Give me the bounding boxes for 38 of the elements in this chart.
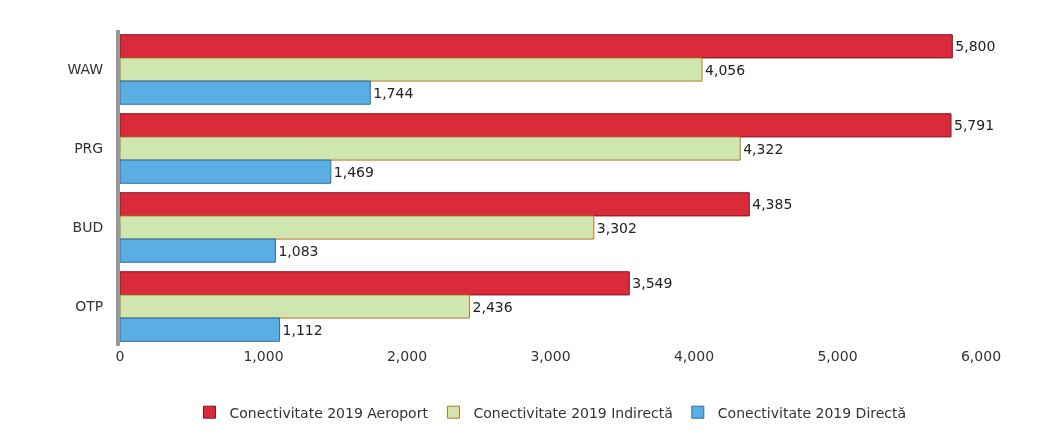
x-tick-label: 5,000: [817, 348, 858, 364]
y-tick-label: PRG: [74, 140, 104, 157]
data-label: 4,322: [743, 140, 784, 157]
bar: [120, 192, 750, 217]
data-label: 2,436: [472, 298, 513, 315]
x-tick-label: 2,000: [386, 348, 428, 364]
data-label: 1,469: [333, 163, 374, 180]
bar: [120, 34, 953, 59]
x-tick-label: 6,000: [960, 348, 1002, 364]
bar: [120, 238, 276, 263]
x-tick-label: 1,000: [243, 348, 284, 364]
data-label: 5,800: [955, 38, 996, 55]
data-label: 5,791: [954, 117, 995, 134]
bar: [120, 159, 332, 184]
x-tick-label: 4,000: [673, 348, 715, 364]
x-tick-label: 3,000: [530, 348, 571, 364]
data-label: 3,549: [632, 275, 673, 292]
bar: [120, 136, 741, 161]
data-label: 1,744: [373, 84, 414, 101]
legend-label: Conectivitate 2019 Directă: [717, 404, 907, 421]
y-tick-label: OTP: [75, 298, 104, 315]
data-label: 3,302: [596, 219, 637, 236]
legend-label: Conectivitate 2019 Aeroport: [229, 404, 429, 421]
bar: [120, 80, 371, 105]
bar: [120, 215, 595, 240]
legend-label: Conectivitate 2019 Indirectă: [473, 404, 673, 421]
y-tick-label: BUD: [72, 219, 104, 236]
bar: [120, 57, 703, 82]
bar: [120, 294, 471, 319]
x-tick-label: 0: [115, 348, 125, 364]
data-label: 4,056: [705, 61, 746, 78]
bar: [120, 113, 952, 138]
data-label: 4,385: [752, 196, 793, 213]
data-label: 1,112: [282, 321, 323, 338]
bar: [120, 271, 630, 296]
bar: [120, 317, 281, 342]
y-tick-label: WAW: [67, 61, 104, 78]
data-label: 1,083: [278, 242, 319, 259]
